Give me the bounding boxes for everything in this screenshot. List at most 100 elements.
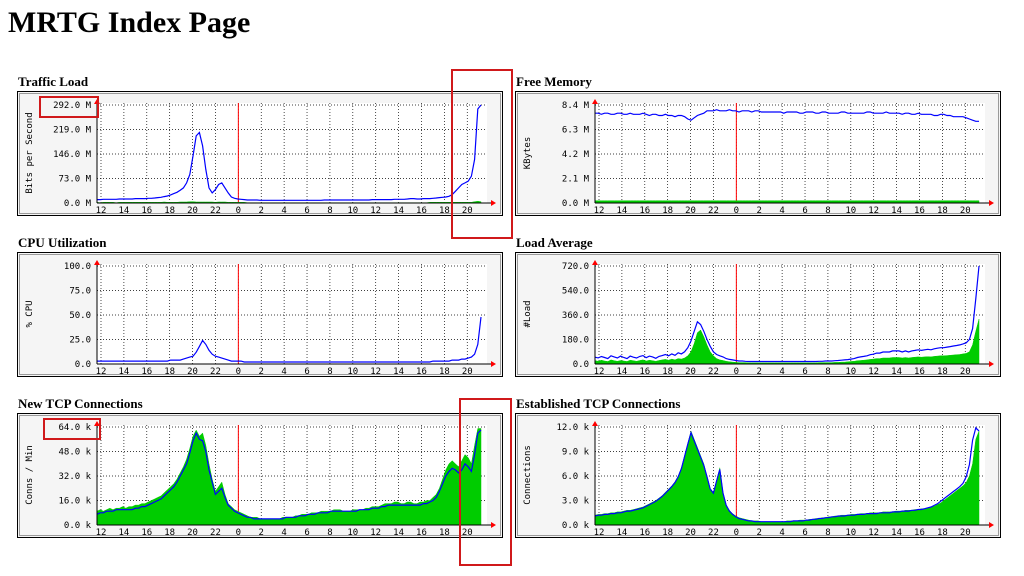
x-tick-label: 18 [937, 367, 948, 377]
x-tick-label: 16 [914, 206, 925, 216]
chart-cpu-utilization: 0.0 25.0 50.0 75.0 100.0 12 14 16 18 20 22 0 2 4 6 8 10 1… [17, 252, 503, 377]
x-tick-label: 6 [304, 367, 309, 377]
chart-panel-traffic-load[interactable]: 0.0 M 73.0 M 146.0 M 219.0 M 292.0 M 12 14 16 18… [17, 91, 503, 216]
x-axis-arrow-icon [989, 200, 994, 206]
x-tick-label: 2 [757, 367, 762, 377]
x-tick-label: 22 [708, 206, 719, 216]
x-tick-label: 6 [802, 528, 807, 538]
x-tick-label: 16 [416, 528, 427, 538]
y-tick-label: 8.4 M [562, 101, 590, 111]
x-tick-label: 10 [347, 528, 358, 538]
x-tick-label: 6 [304, 206, 309, 216]
x-tick-label: 16 [914, 528, 925, 538]
x-tick-label: 10 [347, 367, 358, 377]
y-tick-label: 360.0 [562, 311, 589, 321]
y-axis-arrow-icon [592, 99, 598, 104]
x-tick-label: 0 [734, 367, 739, 377]
x-tick-label: 8 [327, 528, 332, 538]
chart-panel-cpu-utilization[interactable]: 0.0 25.0 50.0 75.0 100.0 12 14 16 18 20 22 0 2 4 6 8 10 1… [17, 252, 503, 377]
y-tick-label: 100.0 [64, 262, 91, 272]
y-axis-label: Bits per Second [25, 112, 35, 193]
x-tick-label: 20 [187, 206, 198, 216]
x-tick-label: 4 [281, 367, 286, 377]
plot-background [97, 103, 487, 203]
chart-free-memory: 0.0 M 2.1 M 4.2 M 6.3 M 8.4 M 12 14 16 18 20 22 0 2 4… [515, 91, 1001, 216]
y-tick-label: 75.0 [69, 287, 91, 297]
y-tick-label: 32.0 k [58, 472, 91, 482]
x-tick-label: 16 [416, 367, 427, 377]
y-tick-label: 540.0 [562, 287, 589, 297]
chart-title-cpu-utilization: CPU Utilization [18, 235, 107, 250]
x-tick-label: 8 [825, 367, 830, 377]
x-axis-arrow-icon [491, 361, 496, 367]
y-tick-label: 0.0 [573, 360, 589, 370]
y-axis-label: #Load [523, 300, 533, 327]
x-tick-label: 16 [639, 206, 650, 216]
x-tick-label: 12 [868, 528, 879, 538]
y-tick-label: 4.2 M [562, 150, 590, 160]
x-tick-label: 0 [734, 528, 739, 538]
chart-title-load-average: Load Average [516, 235, 593, 250]
x-tick-label: 22 [210, 367, 221, 377]
chart-inner-frame [19, 415, 501, 536]
y-axis-label: KBytes [523, 137, 533, 170]
series-output-line [594, 265, 980, 363]
x-tick-label: 10 [347, 206, 358, 216]
x-axis-arrow-icon [989, 361, 994, 367]
chart-panel-load-average[interactable]: 0.0 180.0 360.0 540.0 720.0 12 14 16 18 20 22 0 2 4 6 8… [515, 252, 1001, 377]
highlight-box-traffic-max [39, 96, 99, 118]
series-output-line [594, 426, 980, 523]
chart-title-established-tcp-connections: Established TCP Connections [516, 396, 681, 411]
plot-background [595, 264, 985, 364]
x-tick-label: 14 [616, 367, 627, 377]
y-tick-label: 0.0 k [562, 521, 590, 531]
x-tick-label: 14 [891, 528, 902, 538]
chart-panel-new-tcp-connections[interactable]: 0.0 k 16.0 k 32.0 k 48.0 k 64.0 k 12 14 16 18 20 2… [17, 413, 503, 538]
x-tick-label: 4 [779, 367, 784, 377]
series-output-line [595, 109, 979, 122]
x-tick-label: 0 [236, 528, 241, 538]
chart-title-new-tcp-connections: New TCP Connections [18, 396, 143, 411]
chart-load-average: 0.0 180.0 360.0 540.0 720.0 12 14 16 18 20 22 0 2 4 6 8… [515, 252, 1001, 377]
x-tick-label: 2 [757, 528, 762, 538]
y-tick-label: 0.0 M [64, 199, 92, 209]
series-input-area [594, 200, 980, 204]
chart-traffic-load: 0.0 M 73.0 M 146.0 M 219.0 M 292.0 M 12 14 16 18… [17, 91, 503, 216]
y-axis-arrow-icon [94, 421, 100, 426]
chart-panel-free-memory[interactable]: 0.0 M 2.1 M 4.2 M 6.3 M 8.4 M 12 14 16 18 20 22 0 2 4… [515, 91, 1001, 216]
x-tick-label: 12 [594, 367, 605, 377]
highlight-box-tcp-recent [459, 398, 512, 566]
x-tick-label: 2 [259, 528, 264, 538]
x-tick-label: 4 [281, 206, 286, 216]
x-tick-label: 20 [462, 528, 473, 538]
x-tick-label: 20 [187, 528, 198, 538]
x-tick-label: 16 [141, 206, 152, 216]
x-tick-label: 14 [118, 367, 129, 377]
x-tick-label: 18 [662, 367, 673, 377]
chart-inner-frame [517, 93, 999, 214]
x-tick-label: 18 [937, 528, 948, 538]
series-output-line [97, 104, 482, 201]
x-tick-label: 12 [370, 367, 381, 377]
x-tick-label: 12 [96, 528, 107, 538]
x-tick-label: 12 [868, 367, 879, 377]
x-tick-label: 12 [868, 206, 879, 216]
series-input-area [594, 319, 980, 365]
x-tick-label: 4 [779, 528, 784, 538]
x-tick-label: 6 [802, 367, 807, 377]
x-tick-label: 22 [708, 528, 719, 538]
x-axis-arrow-icon [491, 522, 496, 528]
chart-panel-established-tcp-connections[interactable]: 0.0 k 3.0 k 6.0 k 9.0 k 12.0 k 12 14 16 18 20 22 0 2… [515, 413, 1001, 538]
y-tick-label: 16.0 k [58, 497, 91, 507]
chart-new-tcp-connections: 0.0 k16.0 k32.0 k48.0 k64.0 k12 14 16 18 20 2… [17, 413, 503, 538]
x-tick-label: 16 [639, 367, 650, 377]
x-tick-label: 16 [141, 528, 152, 538]
x-tick-label: 22 [210, 206, 221, 216]
x-axis-arrow-icon [491, 200, 496, 206]
y-tick-label: 2.1 M [562, 175, 590, 185]
x-tick-label: 10 [845, 367, 856, 377]
x-tick-label: 14 [118, 528, 129, 538]
x-tick-label: 6 [304, 528, 309, 538]
y-tick-label: 64.0 k [58, 423, 91, 433]
y-tick-label: 0.0 k [64, 521, 92, 531]
